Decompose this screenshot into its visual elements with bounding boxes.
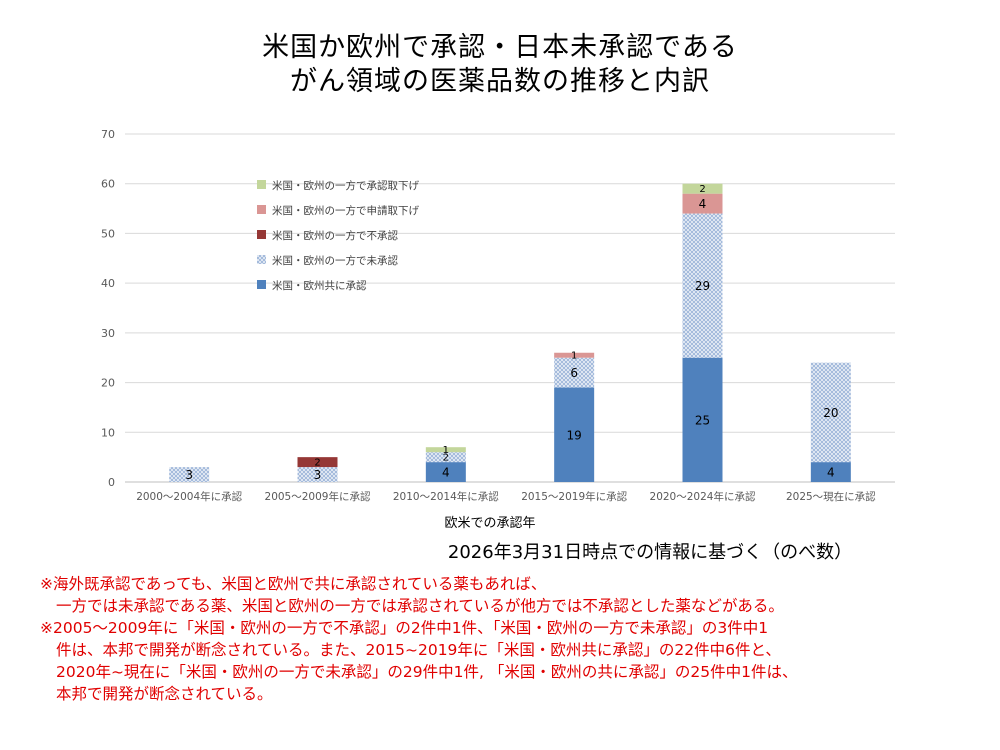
y-tick-label: 50 <box>101 227 115 240</box>
data-label: 25 <box>695 413 710 427</box>
bar-segment <box>682 213 723 358</box>
footnote-line: 本邦で開発が断念されている。 <box>56 685 273 703</box>
data-basis-note: 2026年3月31日時点での情報に基づく（のべ数） <box>447 542 853 563</box>
chart-title-line2: がん領域の医薬品数の推移と内訳 <box>290 66 710 97</box>
data-label: 6 <box>570 366 578 380</box>
x-tick-label: 2015～2019年に承認 <box>521 490 627 503</box>
y-tick-label: 0 <box>108 476 115 489</box>
legend-label: 米国・欧州の一方で未承認 <box>272 254 398 267</box>
data-label: 1 <box>571 351 577 362</box>
bar-segment <box>425 452 466 463</box>
x-tick-label: 2020～2024年に承認 <box>650 490 756 503</box>
legend-swatch <box>257 280 266 289</box>
data-label: 20 <box>823 406 838 420</box>
data-label: 1 <box>443 445 449 456</box>
footnote-line: ※2005～2009年に「米国・欧州の一方で不承認」の2件中1件、「米国・欧州の… <box>40 619 769 637</box>
footnote-line: 一方では未承認である薬、米国と欧州の一方では承認されているが他方では不承認とした… <box>56 597 784 615</box>
bar-segment <box>169 467 210 482</box>
legend-label: 米国・欧州の一方で申請取下げ <box>272 204 419 217</box>
x-tick-label: 2010～2014年に承認 <box>393 490 499 503</box>
y-tick-label: 60 <box>101 178 115 191</box>
y-tick-label: 70 <box>101 128 115 141</box>
data-label: 3 <box>314 468 322 482</box>
y-tick-label: 10 <box>101 426 115 439</box>
bar-segment <box>810 462 851 482</box>
data-label: 29 <box>695 279 710 293</box>
bar-segment <box>425 462 466 482</box>
bar-segment <box>297 457 338 468</box>
y-tick-label: 40 <box>101 277 115 290</box>
bar-segment <box>425 447 466 453</box>
data-label: 4 <box>699 197 707 211</box>
legend-swatch <box>257 255 266 264</box>
legend-label: 米国・欧州の一方で承認取下げ <box>272 179 419 192</box>
bar-segment <box>554 387 595 482</box>
legend-label: 米国・欧州共に承認 <box>272 279 367 292</box>
footnote-line: 件は、本邦で開発が断念されている。また、2015~2019年に「米国・欧州共に承… <box>56 641 781 659</box>
bar-segment <box>682 183 723 194</box>
footnote-line: 2020年~現在に「米国・欧州の一方で未承認」の29件中1件, 「米国・欧州の共… <box>56 663 798 681</box>
data-label: 2 <box>443 453 449 464</box>
x-tick-label: 2005～2009年に承認 <box>265 490 371 503</box>
legend-swatch <box>257 205 266 214</box>
bar-segment <box>554 357 595 388</box>
legend-label: 米国・欧州の一方で不承認 <box>272 229 398 242</box>
y-tick-label: 20 <box>101 377 115 390</box>
x-tick-label: 2025～現在に承認 <box>786 490 876 503</box>
footnotes: ※海外既承認であっても、米国と欧州で共に承認されている薬もあれば、 一方では未承… <box>40 573 990 705</box>
footnote-line: ※海外既承認であっても、米国と欧州で共に承認されている薬もあれば、 <box>40 575 547 593</box>
bar-segment <box>297 467 338 482</box>
data-label: 2 <box>314 458 320 469</box>
bar-segment <box>554 352 595 358</box>
data-label: 19 <box>567 428 582 442</box>
bar-segment <box>682 193 723 214</box>
x-tick-label: 2000～2004年に承認 <box>136 490 242 503</box>
legend-swatch <box>257 180 266 189</box>
data-label: 4 <box>827 466 835 480</box>
data-label: 3 <box>185 468 193 482</box>
data-label: 2 <box>699 184 705 195</box>
chart-title-line1: 米国か欧州で承認・日本未承認である <box>262 32 738 63</box>
bar-segment <box>810 362 851 463</box>
x-axis-label: 欧米での承認年 <box>444 516 536 531</box>
y-tick-label: 30 <box>101 327 115 340</box>
data-label: 4 <box>442 466 450 480</box>
bar-segment <box>682 357 723 482</box>
legend-swatch <box>257 230 266 239</box>
